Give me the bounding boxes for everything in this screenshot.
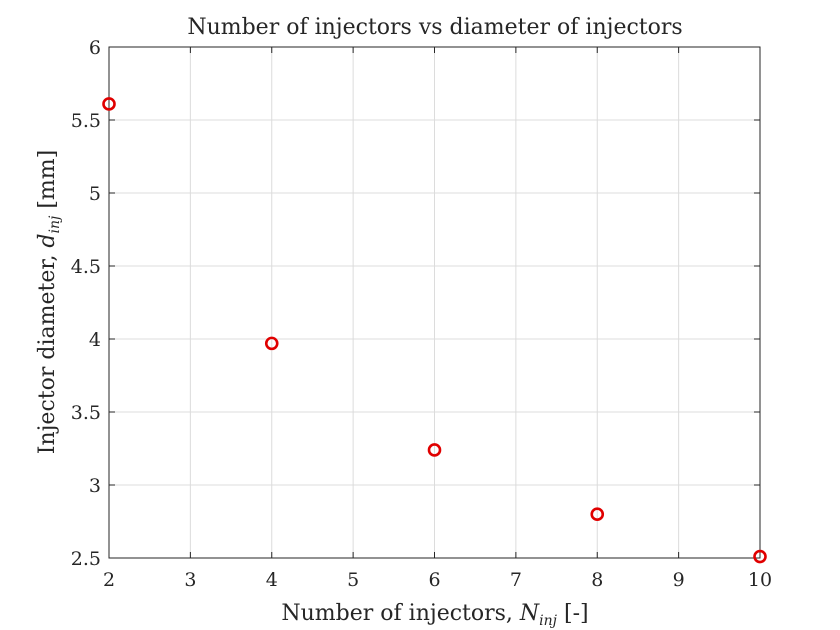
chart-title: Number of injectors vs diameter of injec… xyxy=(187,15,682,40)
y-axis-label: Injector diameter, dinj [mm] xyxy=(35,150,63,455)
x-tick-label: 3 xyxy=(184,569,196,591)
data-point xyxy=(590,507,605,522)
y-axis-label-text: Injector diameter, xyxy=(35,248,60,455)
x-axis-label-unit: [-] xyxy=(557,601,589,626)
y-tick-label: 4.5 xyxy=(71,256,101,278)
x-tick-label: 4 xyxy=(266,569,278,591)
y-tick-label: 3.5 xyxy=(71,402,101,424)
data-points xyxy=(102,97,767,564)
x-tick-label: 5 xyxy=(347,569,359,591)
tick-marks xyxy=(108,46,761,559)
y-axis-label-variable: d xyxy=(35,233,60,247)
y-tick-label: 6 xyxy=(89,37,101,59)
y-axis-label-subscript: inj xyxy=(47,215,63,233)
x-tick-label: 9 xyxy=(673,569,685,591)
data-point xyxy=(753,549,767,564)
y-axis-label-unit: [mm] xyxy=(35,150,60,216)
data-point xyxy=(102,97,116,111)
x-tick-label: 6 xyxy=(428,569,440,591)
x-axis-label-text: Number of injectors, xyxy=(281,601,520,626)
x-tick-label: 8 xyxy=(591,569,603,591)
x-tick-label: 10 xyxy=(748,569,772,591)
x-tick-label: 2 xyxy=(103,569,115,591)
x-tick-labels: 2 3 4 5 6 7 8 9 10 xyxy=(103,569,772,591)
data-point xyxy=(264,336,279,351)
y-tick-label: 3 xyxy=(89,475,101,497)
y-tick-label: 4 xyxy=(89,329,101,351)
y-tick-label: 5.5 xyxy=(71,110,101,132)
x-axis-label-variable: N xyxy=(519,601,540,626)
x-tick-label: 7 xyxy=(510,569,522,591)
y-tick-label: 5 xyxy=(89,183,101,205)
x-axis-label: Number of injectors, Ninj [-] xyxy=(281,601,588,629)
x-axis-label-subscript: inj xyxy=(539,613,557,629)
data-point xyxy=(427,443,442,457)
y-tick-label: 2.5 xyxy=(71,548,101,570)
y-tick-labels: 2.5 3 3.5 4 4.5 5 5.5 6 xyxy=(71,37,101,570)
